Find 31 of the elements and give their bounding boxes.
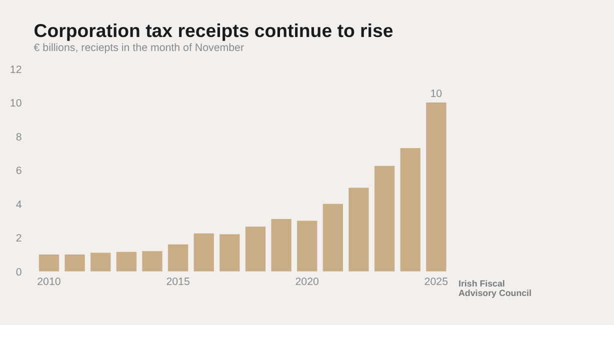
y-tick-label: 10 (10, 98, 22, 110)
bar (322, 204, 343, 272)
bar (348, 188, 369, 272)
x-tick-label: 2010 (37, 276, 61, 288)
bar (90, 252, 111, 272)
bar (245, 226, 266, 272)
text: Irish Fiscal Advisory Council (458, 278, 532, 298)
bar (271, 219, 292, 272)
y-tick-label: 6 (16, 165, 22, 178)
y-tick-label: 4 (16, 198, 22, 211)
bar (297, 220, 318, 272)
bar (142, 251, 162, 272)
data-label: 10 (430, 88, 442, 100)
bar (64, 254, 85, 272)
bar (426, 102, 446, 272)
y-tick-label: 2 (16, 232, 22, 245)
x-tick-label: 2025 (424, 276, 448, 288)
chart-title: Corporation tax receipts continue to rise (34, 20, 394, 41)
x-tick-label: 2015 (166, 276, 190, 288)
bar (168, 244, 188, 272)
chart-subtitle: € billions, reciepts in the month of November (34, 42, 244, 54)
y-tick-label: 0 (16, 266, 22, 278)
bar (374, 166, 395, 272)
bar (194, 233, 214, 272)
bar (220, 234, 240, 272)
bar (400, 148, 420, 272)
bar (116, 252, 136, 272)
y-tick-label: 12 (10, 64, 22, 76)
x-tick-label: 2020 (295, 276, 320, 288)
y-tick-label: 8 (16, 131, 22, 144)
bar (38, 254, 60, 272)
